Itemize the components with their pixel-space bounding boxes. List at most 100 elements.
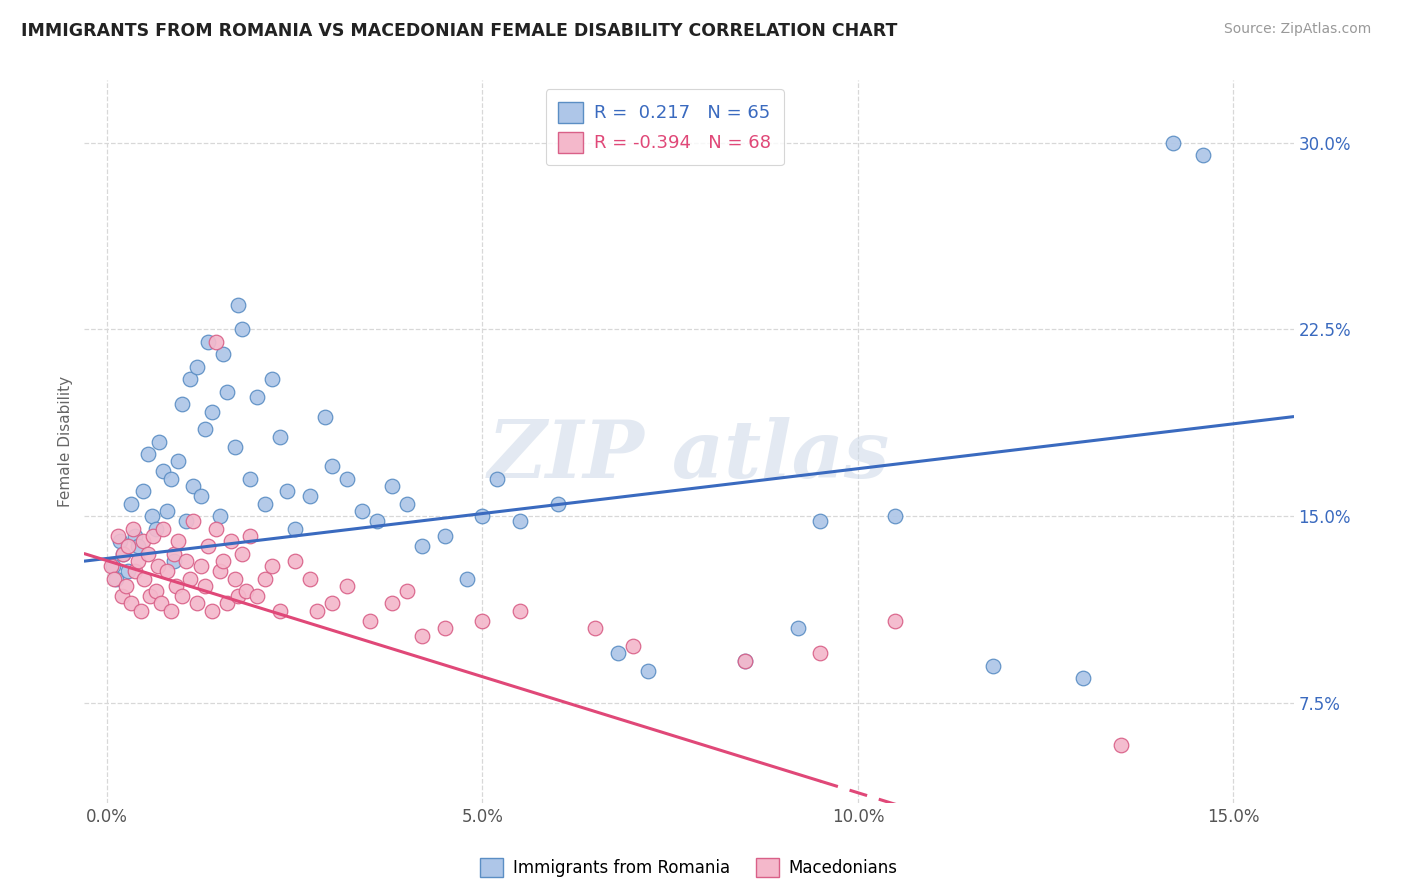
Point	[179, 372, 201, 386]
Point	[208, 509, 231, 524]
Legend: Immigrants from Romania, Macedonians: Immigrants from Romania, Macedonians	[474, 851, 904, 883]
Point	[336, 472, 359, 486]
Point	[583, 621, 606, 635]
Point	[808, 646, 831, 660]
Point	[112, 547, 135, 561]
Point	[193, 422, 215, 436]
Point	[321, 459, 343, 474]
Point	[212, 347, 235, 361]
Point	[276, 484, 298, 499]
Point	[547, 497, 569, 511]
Point	[107, 529, 129, 543]
Point	[159, 472, 181, 486]
Point	[152, 465, 174, 479]
Point	[262, 559, 284, 574]
Point	[174, 514, 197, 528]
Point	[307, 604, 329, 618]
Point	[228, 589, 250, 603]
Point	[884, 614, 907, 628]
Point	[204, 334, 226, 349]
Point	[224, 440, 246, 454]
Point	[253, 497, 276, 511]
Point	[734, 654, 756, 668]
Point	[132, 534, 155, 549]
Point	[165, 579, 187, 593]
Point	[456, 572, 478, 586]
Point	[734, 654, 756, 668]
Point	[149, 597, 172, 611]
Point	[190, 489, 212, 503]
Point	[111, 589, 134, 603]
Point	[366, 514, 388, 528]
Point	[471, 509, 494, 524]
Point	[110, 534, 132, 549]
Point	[170, 397, 193, 411]
Point	[231, 547, 253, 561]
Point	[197, 334, 219, 349]
Point	[269, 429, 291, 443]
Point	[219, 534, 242, 549]
Point	[239, 472, 262, 486]
Point	[1192, 148, 1215, 162]
Point	[120, 497, 142, 511]
Point	[621, 639, 644, 653]
Point	[336, 579, 359, 593]
Point	[163, 547, 186, 561]
Point	[179, 572, 201, 586]
Point	[981, 658, 1004, 673]
Point	[228, 297, 250, 311]
Point	[314, 409, 336, 424]
Point	[396, 497, 419, 511]
Point	[231, 322, 253, 336]
Point	[124, 529, 146, 543]
Point	[170, 589, 193, 603]
Point	[136, 447, 159, 461]
Text: IMMIGRANTS FROM ROMANIA VS MACEDONIAN FEMALE DISABILITY CORRELATION CHART: IMMIGRANTS FROM ROMANIA VS MACEDONIAN FE…	[21, 22, 897, 40]
Point	[411, 539, 433, 553]
Point	[637, 664, 659, 678]
Text: Source: ZipAtlas.com: Source: ZipAtlas.com	[1223, 22, 1371, 37]
Point	[186, 597, 208, 611]
Point	[148, 434, 170, 449]
Point	[352, 504, 374, 518]
Point	[486, 472, 509, 486]
Point	[141, 509, 163, 524]
Point	[284, 554, 307, 568]
Point	[509, 514, 531, 528]
Point	[396, 584, 419, 599]
Point	[246, 589, 269, 603]
Point	[174, 554, 197, 568]
Point	[159, 604, 181, 618]
Point	[359, 614, 381, 628]
Point	[509, 604, 531, 618]
Point	[100, 559, 122, 574]
Point	[215, 384, 238, 399]
Point	[808, 514, 831, 528]
Point	[1071, 671, 1094, 685]
Point	[190, 559, 212, 574]
Point	[208, 564, 231, 578]
Point	[201, 604, 224, 618]
Point	[433, 529, 456, 543]
Point	[262, 372, 284, 386]
Point	[142, 529, 165, 543]
Point	[117, 539, 139, 553]
Point	[298, 489, 321, 503]
Point	[145, 584, 167, 599]
Point	[103, 572, 125, 586]
Point	[120, 597, 142, 611]
Point	[197, 539, 219, 553]
Point	[122, 522, 145, 536]
Point	[253, 572, 276, 586]
Point	[127, 554, 149, 568]
Point	[235, 584, 257, 599]
Point	[212, 554, 235, 568]
Point	[246, 390, 269, 404]
Point	[239, 529, 262, 543]
Point	[381, 479, 404, 493]
Point	[1109, 739, 1132, 753]
Point	[129, 604, 152, 618]
Point	[114, 579, 136, 593]
Point	[381, 597, 404, 611]
Point	[104, 572, 127, 586]
